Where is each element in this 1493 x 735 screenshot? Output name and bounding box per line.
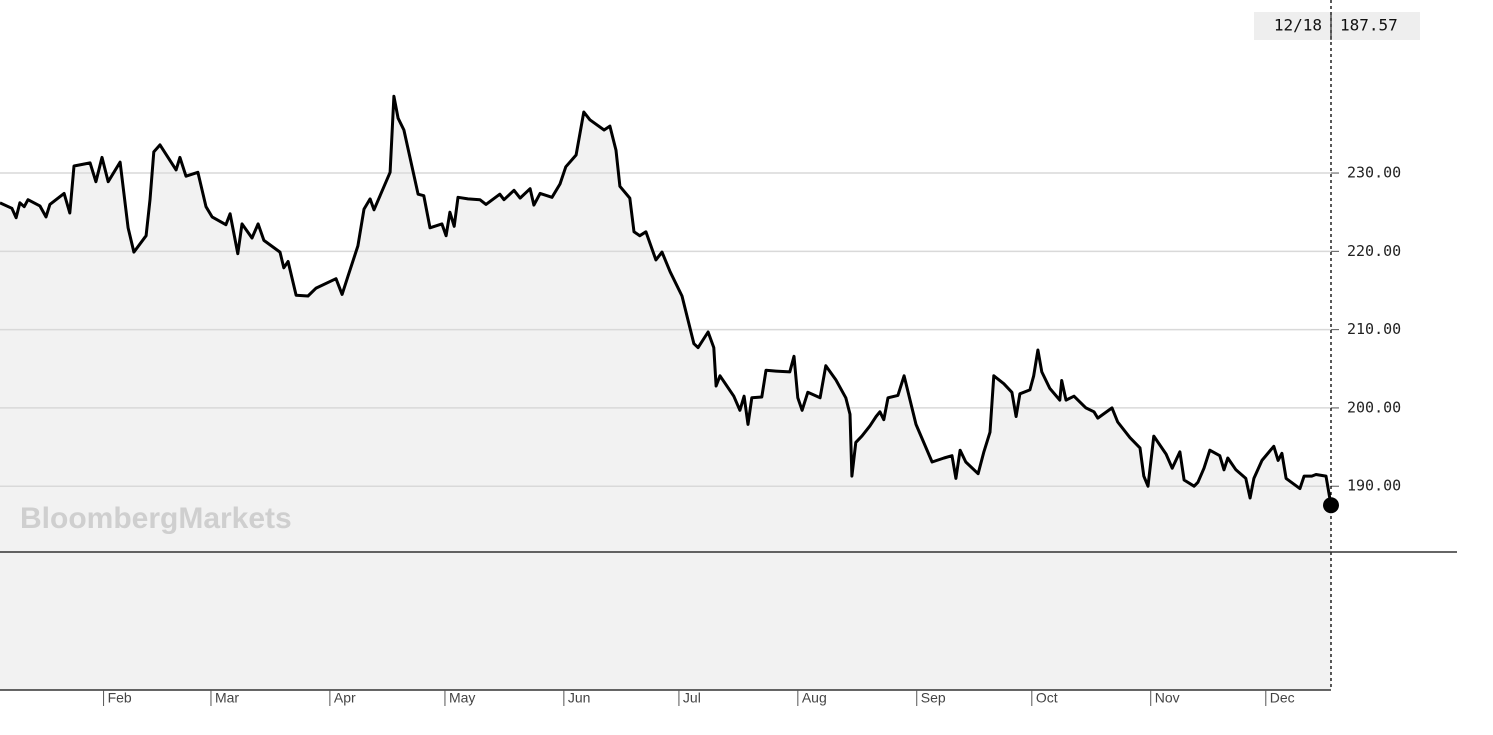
y-tick-label: 210.00 [1347,320,1401,338]
y-tick-label: 200.00 [1347,398,1401,416]
y-tick-label: 220.00 [1347,242,1401,260]
x-tick-label: Jun [568,690,591,706]
y-tick-label: 230.00 [1347,164,1401,182]
x-tick-label: Mar [215,690,239,706]
tooltip-box [1254,12,1420,40]
x-tick-label: Nov [1155,690,1180,706]
x-tick-label: Dec [1270,690,1295,706]
x-tick-label: May [449,690,475,706]
x-tick-label: Feb [108,690,132,706]
y-tick-label: 190.00 [1347,477,1401,495]
watermark: BloombergMarkets [20,502,292,535]
x-tick-label: Oct [1036,690,1058,706]
area [0,96,1331,553]
lower-panel [0,552,1331,690]
tooltip-date: 12/18 [1274,16,1322,35]
x-tick-label: Jul [683,690,701,706]
x-tick-label: Sep [921,690,946,706]
x-tick-label: Apr [334,690,356,706]
tooltip-value: 187.57 [1340,16,1398,35]
x-tick-label: Aug [802,690,827,706]
price-line [0,94,1333,506]
last-point [1323,497,1339,514]
